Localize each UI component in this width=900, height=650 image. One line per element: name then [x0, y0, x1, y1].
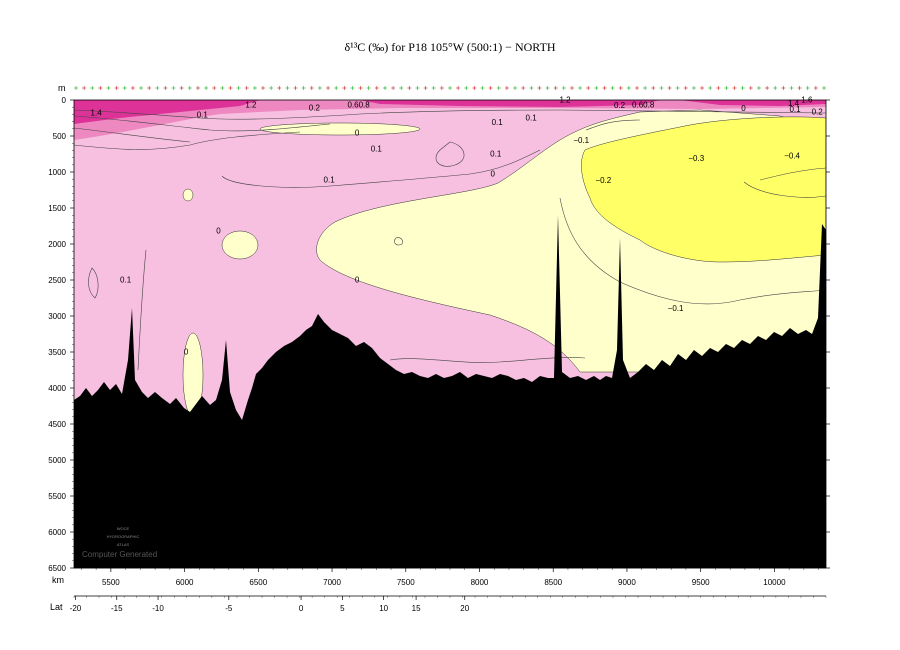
- region-patch: [221, 230, 259, 260]
- contour-label: 1.2: [245, 100, 257, 109]
- region-below-neg02: [581, 116, 826, 263]
- region-surface-max: [74, 100, 260, 124]
- y-tick-label: 500: [53, 132, 67, 141]
- lat-tick-label: 0: [299, 604, 304, 613]
- contour-label: 0.2: [309, 103, 321, 112]
- y-tick-label: 6000: [48, 528, 66, 537]
- x-tick-label: 6000: [176, 578, 194, 587]
- x-tick-label: 8500: [544, 578, 562, 587]
- contour-label: 0.1: [120, 275, 132, 284]
- contour-label: −0.2: [595, 176, 611, 185]
- y-tick-label: 3500: [48, 348, 66, 357]
- contour-label: 0.60.8: [347, 100, 370, 109]
- station-marks: [74, 86, 826, 90]
- y-tick-label: 1500: [48, 204, 66, 213]
- y-tick-label: 5500: [48, 492, 66, 501]
- lat-tick-label: 20: [460, 604, 469, 613]
- region-surface-high: [74, 100, 826, 140]
- lat-tick-label: 15: [412, 604, 421, 613]
- contour-label: −0.3: [688, 154, 704, 163]
- y-tick-label: 6500: [48, 564, 66, 573]
- contour-labels: 1.4 1.2 0.1 0.2 0.60.8 0 0.1 0.1 0.1 0.1 0.1 0 1.2 −0…: [91, 95, 824, 356]
- contour-label: 0.1: [197, 111, 209, 120]
- region-patch: [182, 188, 194, 202]
- contour-label: 1.6: [801, 95, 813, 104]
- lat-tick-label: 10: [379, 604, 388, 613]
- region-surface-max: [680, 100, 826, 106]
- contour-label: 0: [355, 129, 360, 138]
- contour-label: 0: [491, 170, 496, 179]
- y-tick-label: 0: [62, 96, 67, 105]
- contour-label: −0.1: [668, 304, 684, 313]
- watermark-line: HYDROGRAPHIC: [107, 534, 140, 539]
- lat-tick-label: -15: [111, 604, 123, 613]
- x-tick-label: 9000: [618, 578, 636, 587]
- y-tick-label: 4000: [48, 384, 66, 393]
- contour-label: 0.1: [526, 113, 538, 122]
- watermark-line: WOCE: [117, 526, 130, 531]
- x-axis-lat-label: Lat: [50, 602, 63, 612]
- contour-label: 1.4: [788, 99, 800, 108]
- contour-label: 0.1: [324, 175, 336, 184]
- contour-label: 0: [184, 347, 189, 356]
- page-title: δ¹³C (‰) for P18 105°W (500:1) − NORTH: [344, 40, 556, 54]
- contour-label: 0.1: [789, 105, 801, 114]
- contour-label: 0.2: [812, 108, 824, 117]
- x-tick-label: 6500: [249, 578, 267, 587]
- y-tick-label: 5000: [48, 456, 66, 465]
- y-tick-label: 1000: [48, 168, 66, 177]
- x-axis-km-label: km: [52, 575, 64, 585]
- contour-label: 0.1: [371, 144, 383, 153]
- y-axis-label: m: [58, 83, 66, 93]
- x-tick-label: 7500: [397, 578, 415, 587]
- y-tick-label: 2000: [48, 240, 66, 249]
- y-axis: 0 500 1000 1500 2000 2500 3000 3500 4000 4500 5000…: [48, 96, 830, 573]
- lat-tick-label: 5: [340, 604, 345, 613]
- x-axis-lat: -20 -15 -10 -5 0 5 10 15 20: [70, 595, 827, 613]
- contour-label: 1.2: [559, 95, 571, 104]
- contour-label: 0: [216, 226, 221, 235]
- watermark-line: ATLAS: [117, 542, 130, 547]
- lat-tick-label: -20: [70, 604, 82, 613]
- bathymetry: [74, 215, 826, 568]
- x-tick-label: 8000: [471, 578, 489, 587]
- x-tick-label: 9500: [692, 578, 710, 587]
- contour-label: 0.1: [492, 118, 504, 127]
- lat-tick-label: -10: [152, 604, 164, 613]
- contour-label: 1.4: [91, 108, 103, 117]
- x-tick-label: 5500: [102, 578, 120, 587]
- watermark-subtitle: Computer Generated: [82, 550, 157, 559]
- contour-label: −0.4: [784, 152, 800, 161]
- x-tick-label: 10000: [763, 578, 786, 587]
- y-tick-label: 3000: [48, 312, 66, 321]
- woce-watermark: WOCE HYDROGRAPHIC ATLAS Computer Generat…: [82, 526, 157, 559]
- contour-label: −0.1: [573, 136, 589, 145]
- contour-label: 0.60.8: [632, 100, 655, 109]
- x-axis-km: 5500 6000 6500 7000 7500 8000 8500 9000 9500 1000…: [74, 567, 826, 587]
- contour-label: 0.1: [490, 149, 502, 158]
- lat-tick-label: -5: [225, 604, 233, 613]
- region-surface-max: [360, 100, 660, 107]
- contour-label: 0.2: [614, 101, 626, 110]
- x-tick-label: 7000: [323, 578, 341, 587]
- y-tick-label: 2500: [48, 276, 66, 285]
- contour-label: 0: [355, 275, 360, 284]
- y-tick-label: 4500: [48, 420, 66, 429]
- contour-label: 0: [741, 104, 746, 113]
